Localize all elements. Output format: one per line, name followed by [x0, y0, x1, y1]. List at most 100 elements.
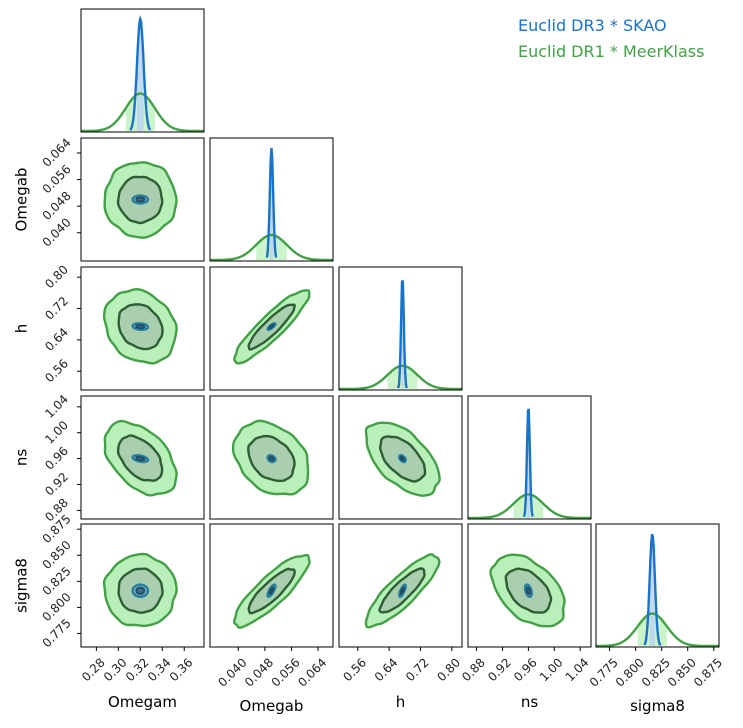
x-tick-label-sigma8: 0.850: [665, 655, 699, 689]
panel-frame: [209, 395, 334, 520]
x-tick-label-ns: 0.92: [485, 655, 514, 684]
x-tick-label-Omegam: 0.30: [101, 655, 130, 684]
x-tick-label-sigma8: 0.875: [691, 655, 725, 689]
contour-panel-Omegam-h: [102, 287, 178, 365]
y-tick-label-Omegab: 0.040: [40, 215, 74, 249]
x-tick-label-Omegab: 0.048: [242, 655, 276, 689]
contour-panel-Omegab-h: [233, 289, 311, 365]
y-tick-label-Omegab: 0.064: [40, 136, 74, 170]
legend-entry-euclid-dr1-meerklass: Euclid DR1 * MeerKlass: [518, 42, 704, 61]
contour-1sigma-dr3: [135, 455, 146, 462]
contour-1sigma-dr3: [268, 455, 275, 462]
marginal-curve-dr3-Omegam: [129, 14, 152, 131]
panel-frame: [209, 266, 334, 391]
x-axis-label-ns: ns: [521, 693, 539, 711]
marginal-curve-dr3-h: [397, 279, 408, 389]
marginal-curve-dr1-Omegam: [81, 92, 204, 132]
panel-frame: [80, 266, 205, 391]
y-tick-label-ns: 0.96: [42, 444, 71, 473]
contour-1sigma-dr3: [135, 196, 146, 203]
y-tick-label-Omegab: 0.048: [40, 189, 74, 223]
x-axis-label-Omegab: Omegab: [240, 697, 304, 715]
panel-frame: [467, 395, 592, 520]
y-tick-label-sigma8: 0.825: [40, 564, 74, 598]
contour-1sigma-dr3: [399, 586, 406, 595]
y-tick-label-h: 0.64: [42, 325, 71, 354]
panel-frame: [338, 266, 463, 391]
y-axis-label-Omegab: Omegab: [13, 168, 31, 232]
x-tick-label-h: 0.56: [340, 655, 369, 684]
panel-frame: [467, 523, 592, 648]
x-tick-label-ns: 0.96: [511, 655, 540, 684]
marginal-panel-ns: [468, 406, 591, 519]
y-tick-label-h: 0.72: [42, 294, 71, 323]
y-tick-label-sigma8: 0.800: [40, 590, 74, 624]
contour-1sigma-dr3: [525, 586, 532, 595]
x-tick-label-Omegab: 0.064: [295, 655, 329, 689]
panel-frame: [595, 523, 720, 648]
marginal-curve-dr1-Omegab: [210, 233, 333, 261]
y-tick-label-ns: 1.00: [42, 418, 71, 447]
x-tick-label-Omegab: 0.040: [215, 655, 249, 689]
contour-panel-Omegam-sigma8: [102, 552, 178, 628]
contour-1sigma-dr3: [268, 323, 275, 330]
contour-1sigma-dr3: [399, 455, 406, 462]
y-axis-label-h: h: [13, 324, 31, 334]
marginal-panel-h: [339, 277, 462, 390]
y-tick-label-Omegab: 0.056: [40, 162, 74, 196]
panel-frame: [80, 395, 205, 520]
x-tick-label-h: 0.72: [403, 655, 432, 684]
x-tick-label-Omegam: 0.34: [145, 655, 174, 684]
corner-panels: 0.280.300.320.340.36Omegam0.0400.0480.05…: [13, 8, 725, 715]
y-tick-label-h: 0.56: [42, 356, 71, 385]
x-tick-label-Omegam: 0.28: [79, 655, 108, 684]
contour-panel-Omegab-ns: [231, 419, 310, 496]
x-tick-label-Omegam: 0.32: [123, 655, 152, 684]
panel-frame: [209, 137, 334, 262]
x-tick-label-ns: 0.88: [459, 655, 488, 684]
contour-panel-h-ns: [364, 421, 441, 497]
marginal-panel-Omegab: [210, 147, 333, 261]
x-tick-label-h: 0.64: [372, 655, 401, 684]
x-tick-label-sigma8: 0.775: [587, 655, 621, 689]
x-tick-label-Omegam: 0.36: [167, 655, 196, 684]
contour-1sigma-dr3: [135, 323, 146, 330]
contour-1sigma-dr3: [268, 586, 275, 595]
y-axis-label-ns: ns: [13, 449, 31, 467]
panel-frame: [80, 523, 205, 648]
contour-panel-ns-sigma8: [489, 553, 566, 628]
x-axis-label-sigma8: sigma8: [630, 697, 685, 715]
x-tick-label-sigma8: 0.825: [639, 655, 673, 689]
y-tick-label-ns: 1.04: [42, 392, 71, 421]
contour-panel-Omegab-sigma8: [233, 553, 311, 629]
panel-frame: [80, 137, 205, 262]
x-tick-label-Omegab: 0.056: [269, 655, 303, 689]
x-axis-label-h: h: [396, 693, 406, 711]
y-tick-label-h: 0.80: [42, 262, 71, 291]
marginal-panel-sigma8: [596, 533, 719, 647]
contour-panel-Omegam-ns: [103, 419, 178, 497]
marginal-curve-dr3-Omegab: [265, 147, 278, 258]
marginal-curve-dr1-ns: [468, 493, 591, 519]
x-tick-label-ns: 1.00: [537, 655, 566, 684]
y-tick-label-ns: 0.92: [42, 470, 71, 499]
y-axis-label-sigma8: sigma8: [13, 558, 31, 613]
legend: Euclid DR3 * SKAO Euclid DR1 * MeerKlass: [518, 16, 704, 61]
marginal-panel-Omegam: [81, 14, 204, 132]
y-tick-label-sigma8: 0.775: [40, 616, 74, 650]
marginal-curve-dr3-ns: [522, 408, 534, 518]
contour-panel-h-sigma8: [364, 552, 441, 629]
x-tick-label-h: 0.80: [434, 655, 463, 684]
panel-frame: [338, 395, 463, 520]
x-axis-label-Omegam: Omegam: [108, 693, 177, 711]
panel-frame: [338, 523, 463, 648]
y-tick-label-sigma8: 0.850: [40, 538, 74, 572]
panel-frame: [80, 8, 205, 133]
legend-entry-euclid-dr3-skao: Euclid DR3 * SKAO: [518, 16, 667, 35]
contour-panel-Omegam-Omegab: [103, 161, 178, 239]
marginal-curve-dr3-sigma8: [643, 533, 662, 647]
contour-1sigma-dr3: [135, 586, 146, 595]
x-tick-label-sigma8: 0.800: [613, 655, 647, 689]
panel-frame: [209, 523, 334, 648]
